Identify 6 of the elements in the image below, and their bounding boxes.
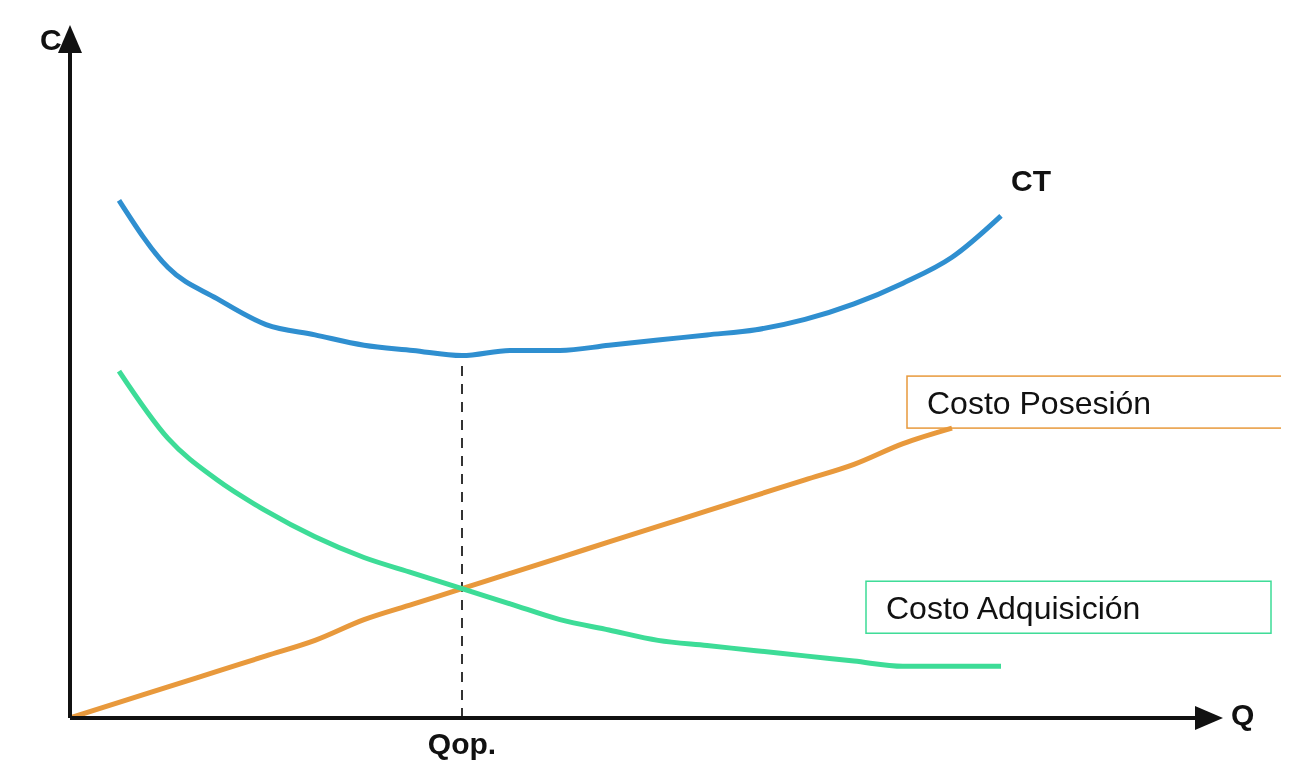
series-label: Costo Adquisición [886,590,1141,627]
x-axis-title: Q [1231,698,1255,732]
y-axis-title: C [40,23,62,57]
series-label: CT [1011,163,1051,197]
series-label: Costo Posesión [927,385,1152,422]
text: Qop. [427,727,497,760]
